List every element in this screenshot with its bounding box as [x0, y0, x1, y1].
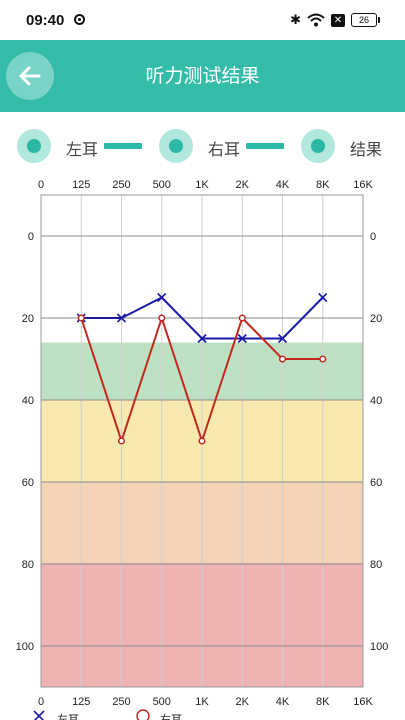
- y-tick-label-left: 60: [22, 477, 34, 489]
- x-tick-label-bottom: 2K: [236, 696, 250, 708]
- plot-frame: [40, 194, 364, 688]
- x-tick-label-top: 1K: [195, 179, 209, 191]
- y-tick-label-right: 80: [370, 559, 382, 571]
- y-tick-label-left: 80: [22, 559, 34, 571]
- x-tick-label-top: 2K: [236, 179, 250, 191]
- y-tick-label-left: 20: [22, 313, 34, 325]
- radio-dot-icon: [169, 139, 183, 153]
- data-point-x-marker: [318, 292, 328, 303]
- y-tick-label-right: 100: [370, 641, 388, 653]
- back-arrow-icon: [19, 66, 41, 86]
- data-point-o-marker: [319, 355, 327, 363]
- radio-dot-icon: [27, 139, 41, 153]
- data-point-o-marker: [77, 314, 85, 322]
- sim-off-icon: ✕: [331, 13, 345, 27]
- y-tick-label-left: 0: [28, 231, 34, 243]
- radio-dot-icon: [311, 139, 325, 153]
- result-label: 结果: [350, 140, 383, 159]
- x-tick-label-bottom: 0: [38, 696, 44, 708]
- y-tick-label-left: 40: [22, 395, 34, 407]
- y-tick-label-right: 0: [370, 231, 376, 243]
- data-point-o-marker: [158, 314, 166, 322]
- back-button[interactable]: [6, 52, 54, 100]
- bottom-legend-right-ear: 右耳: [160, 712, 182, 720]
- data-point-x-marker: [197, 333, 207, 344]
- status-bar: 09:40 ✱ ✕ 26: [0, 0, 405, 40]
- data-point-o-marker: [117, 437, 126, 445]
- x-tick-label-bottom: 500: [153, 696, 171, 708]
- right-ear-line-swatch: [246, 143, 284, 149]
- x-tick-label-top: 4K: [276, 179, 290, 191]
- x-tick-label-bottom: 125: [72, 696, 90, 708]
- x-tick-label-top: 125: [72, 179, 90, 191]
- bottom-legend-left-ear: 左耳: [57, 713, 79, 720]
- x-tick-label-top: 8K: [316, 179, 330, 191]
- y-tick-label-right: 20: [370, 313, 382, 325]
- notification-dot-icon: [74, 14, 85, 25]
- left-ear-line-swatch: [104, 143, 142, 149]
- result-toggle[interactable]: [301, 129, 335, 163]
- x-tick-label-top: 16K: [353, 179, 373, 191]
- x-tick-label-bottom: 250: [112, 696, 130, 708]
- data-point-x-marker: [277, 333, 288, 344]
- data-point-x-marker: [237, 333, 247, 344]
- x-tick-label-bottom: 16K: [353, 696, 373, 708]
- status-time: 09:40: [26, 12, 65, 29]
- right-ear-toggle[interactable]: [159, 129, 193, 163]
- bottom-legend-x-icon: [33, 710, 45, 720]
- data-point-x-marker: [116, 313, 127, 323]
- y-tick-label-left: 100: [16, 641, 34, 653]
- y-tick-label-right: 60: [370, 477, 382, 489]
- y-tick-label-right: 40: [370, 395, 382, 407]
- legend-toggle-row: 左耳 右耳 结果: [0, 128, 405, 164]
- x-tick-label-top: 500: [153, 179, 171, 191]
- data-point-x-marker: [157, 292, 167, 303]
- data-point-o-marker: [278, 355, 287, 363]
- status-icons: ✱ ✕ 26: [290, 11, 380, 29]
- x-tick-label-bottom: 8K: [316, 696, 330, 708]
- app-header: 听力测试结果: [0, 40, 405, 112]
- data-point-o-marker: [198, 437, 206, 445]
- left-ear-label: 左耳: [66, 140, 99, 159]
- bluetooth-icon: ✱: [290, 12, 301, 28]
- left-ear-toggle[interactable]: [17, 129, 51, 163]
- x-tick-label-bottom: 1K: [195, 696, 209, 708]
- audiogram-chart: 0 0 20 20 40 40 60 60 80 80 100 100 0 0 125 125 250 250 50…: [16, 179, 388, 720]
- wifi-icon: [307, 13, 325, 27]
- data-point-o-marker: [238, 314, 246, 322]
- x-tick-label-top: 0: [38, 179, 44, 191]
- battery-icon: 26: [351, 13, 380, 27]
- bottom-legend-o-icon: [136, 709, 150, 720]
- right-ear-label: 右耳: [208, 140, 241, 159]
- x-tick-label-bottom: 4K: [276, 696, 290, 708]
- x-tick-label-top: 250: [112, 179, 130, 191]
- page-title: 听力测试结果: [145, 65, 260, 87]
